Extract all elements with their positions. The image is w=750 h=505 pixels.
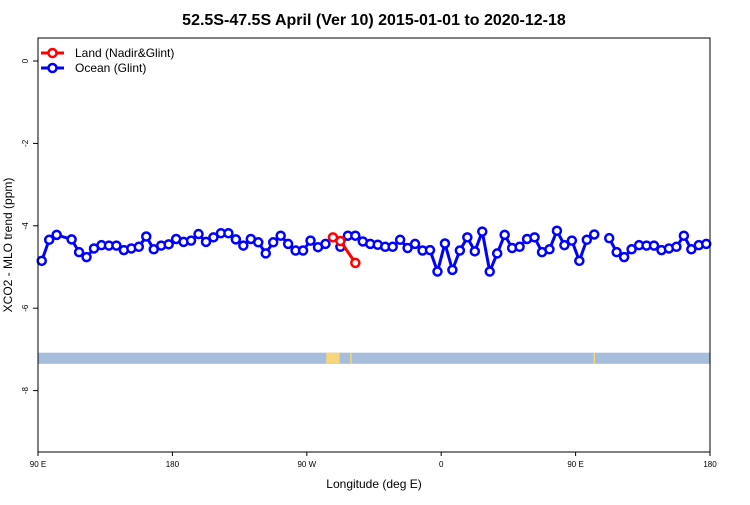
data-point bbox=[529, 232, 540, 243]
legend: Land (Nadir&Glint)Ocean (Glint) bbox=[41, 46, 174, 75]
data-point bbox=[574, 255, 585, 267]
data-point bbox=[589, 229, 600, 240]
data-point bbox=[618, 251, 630, 263]
series-ocean bbox=[36, 225, 712, 277]
data-point bbox=[566, 235, 578, 246]
data-point bbox=[671, 241, 682, 253]
x-tick-label: 0 bbox=[439, 460, 444, 469]
data-point bbox=[648, 240, 660, 251]
data-point bbox=[350, 230, 361, 241]
x-tick-label: 180 bbox=[703, 460, 717, 469]
data-point bbox=[297, 245, 309, 256]
x-tick-label: 180 bbox=[166, 460, 180, 469]
data-point bbox=[514, 241, 525, 253]
data-point bbox=[305, 235, 316, 246]
data-point bbox=[402, 242, 413, 254]
y-tick-label: 0 bbox=[21, 58, 30, 63]
data-point bbox=[282, 238, 294, 250]
series-land bbox=[327, 232, 361, 269]
chart-title: 52.5S-47.5S April (Ver 10) 2015-01-01 to… bbox=[182, 12, 566, 29]
data-point bbox=[133, 241, 145, 253]
data-point bbox=[499, 229, 510, 241]
x-tick-label: 90 W bbox=[297, 460, 316, 469]
data-point bbox=[454, 245, 466, 256]
data-point bbox=[439, 238, 451, 249]
y-tick-label: -2 bbox=[21, 139, 30, 147]
map-strip-land bbox=[593, 352, 596, 364]
legend-marker bbox=[47, 47, 58, 59]
y-tick-label: -8 bbox=[21, 386, 30, 394]
legend-label: Ocean (Glint) bbox=[75, 61, 146, 75]
data-point bbox=[141, 231, 152, 242]
data-point bbox=[208, 232, 219, 243]
map-strip-land bbox=[326, 352, 340, 364]
data-point bbox=[230, 234, 242, 245]
data-point bbox=[200, 236, 212, 248]
data-point bbox=[350, 257, 361, 269]
data-point bbox=[432, 266, 443, 277]
data-point bbox=[678, 230, 690, 241]
data-point bbox=[544, 244, 555, 255]
map-strip-land bbox=[350, 352, 352, 364]
data-point bbox=[185, 235, 197, 246]
data-point bbox=[424, 244, 436, 256]
data-point bbox=[611, 246, 622, 258]
data-point bbox=[260, 248, 271, 259]
data-point bbox=[275, 230, 286, 241]
data-point bbox=[320, 238, 331, 250]
y-tick-label: -4 bbox=[21, 222, 30, 230]
data-point bbox=[36, 255, 47, 267]
legend-label: Land (Nadir&Glint) bbox=[75, 46, 174, 60]
data-point bbox=[626, 244, 637, 255]
legend-marker bbox=[47, 62, 58, 74]
data-point bbox=[335, 235, 346, 247]
data-point bbox=[409, 238, 421, 250]
data-point bbox=[394, 234, 406, 246]
data-point bbox=[73, 246, 85, 258]
x-axis-label: Longitude (deg E) bbox=[326, 477, 421, 491]
data-point bbox=[267, 237, 279, 248]
data-point bbox=[491, 248, 503, 259]
data-point bbox=[447, 264, 458, 276]
data-point bbox=[484, 266, 495, 277]
data-point bbox=[238, 240, 249, 251]
y-axis-label: XCO2 - MLO trend (ppm) bbox=[1, 178, 15, 313]
data-point bbox=[66, 234, 77, 245]
data-point bbox=[253, 237, 264, 248]
data-point bbox=[43, 234, 55, 246]
data-point bbox=[469, 246, 481, 257]
data-point bbox=[51, 229, 62, 241]
data-point bbox=[701, 238, 712, 250]
map-strip-ocean bbox=[38, 352, 710, 364]
data-point bbox=[387, 241, 398, 253]
data-point bbox=[477, 226, 488, 237]
data-point bbox=[223, 227, 234, 239]
data-point bbox=[581, 234, 593, 246]
data-point bbox=[462, 232, 473, 243]
x-tick-label: 90 E bbox=[567, 460, 583, 469]
data-point bbox=[81, 251, 92, 263]
data-point bbox=[163, 239, 174, 250]
data-point bbox=[603, 232, 615, 244]
data-point bbox=[111, 240, 122, 251]
plot-frame bbox=[37, 37, 711, 453]
data-point bbox=[551, 225, 563, 236]
x-tick-label: 90 E bbox=[30, 460, 46, 469]
data-point bbox=[559, 239, 570, 251]
data-point bbox=[193, 228, 204, 240]
data-point bbox=[686, 244, 697, 255]
y-tick-label: -6 bbox=[21, 304, 30, 312]
